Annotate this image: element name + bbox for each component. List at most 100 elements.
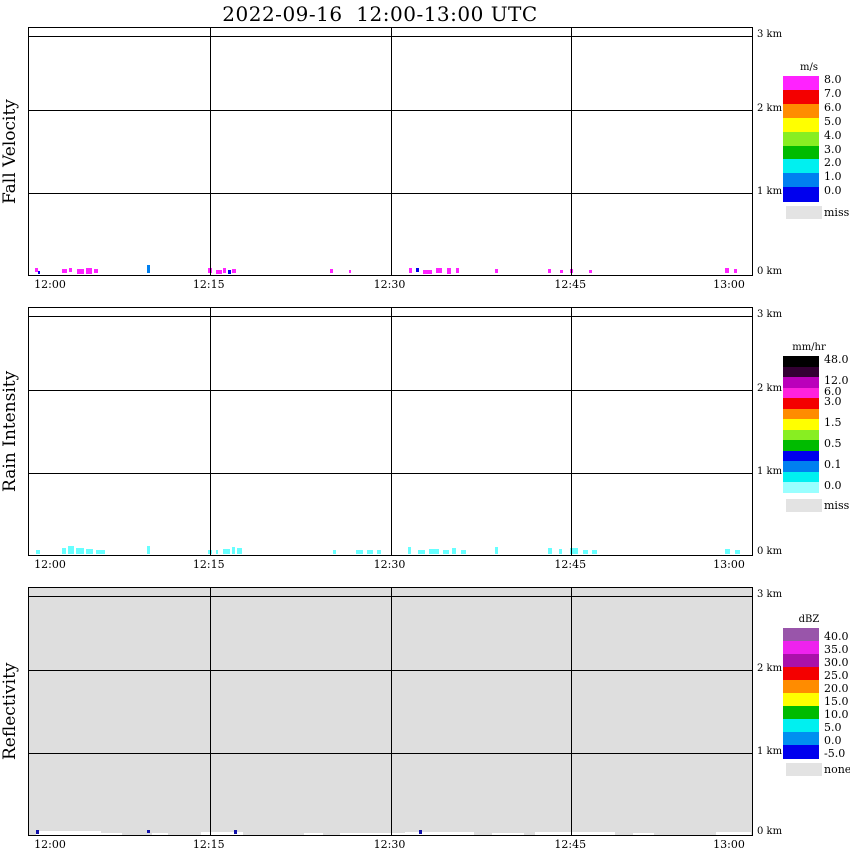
x-tick-fall-velocity-1215: 12:15 — [192, 278, 225, 291]
colorbar-band — [783, 482, 819, 494]
plot-area-rain-intensity[interactable] — [28, 307, 753, 556]
colorbar-missing-swatch-rain-intensity — [786, 498, 822, 512]
data-pixel — [423, 269, 432, 274]
data-pixel — [75, 548, 84, 554]
colorbar-tick-reflectivity-0: 40.0 — [824, 630, 849, 643]
gridline-vertical-12:45 — [571, 588, 573, 835]
panel-title-reflectivity: Reflectivity — [0, 662, 20, 761]
y-tick-fall-velocity-1km: 1 km — [757, 185, 783, 197]
data-pixel — [415, 268, 419, 273]
colorbar-band — [783, 693, 819, 707]
colorbar-band — [783, 89, 819, 105]
colorbar-tick-fall-velocity-0: 8.0 — [824, 73, 842, 86]
data-pixel — [417, 549, 426, 554]
colorbar-band — [783, 440, 819, 452]
data-pixel — [34, 268, 38, 273]
data-pixel — [558, 548, 562, 554]
colorbar-band — [783, 366, 819, 378]
x-tick-rain-intensity-1245: 12:45 — [554, 558, 587, 571]
gridline-vertical-12:30 — [390, 308, 392, 555]
colorbar-band — [783, 131, 819, 147]
colorbar-band — [783, 103, 819, 119]
x-tick-reflectivity-1200: 12:00 — [34, 838, 66, 851]
data-pixel — [491, 832, 525, 835]
x-tick-fall-velocity-1245: 12:45 — [554, 278, 587, 291]
data-pixel — [725, 268, 729, 274]
data-pixel — [223, 268, 227, 274]
plot-area-fall-velocity[interactable] — [28, 27, 753, 276]
data-pixel — [495, 547, 499, 554]
colorbar-tick-fall-velocity-1: 7.0 — [824, 86, 842, 100]
data-pixel — [582, 549, 588, 554]
data-pixel — [36, 829, 40, 835]
colorbar-missing-swatch-fall-velocity — [786, 206, 822, 220]
data-pixel — [232, 547, 236, 554]
data-pixel — [407, 547, 411, 554]
data-pixel — [451, 548, 457, 554]
y-tick-fall-velocity-2km: 2 km — [757, 103, 783, 115]
y-tick-reflectivity-0km: 0 km — [757, 826, 783, 837]
data-pixel — [446, 268, 452, 274]
x-tick-rain-intensity-1215: 12:15 — [192, 558, 225, 571]
colorbar-tick-reflectivity-9: -5.0 — [824, 747, 846, 760]
colorbar-tick-rain-intensity-2: 6.0 — [824, 384, 842, 398]
colorbar-tick-rain-intensity-6: 0.1 — [824, 458, 842, 471]
figure-title: 2022-09-16 12:00-13:00 UTC — [222, 2, 538, 26]
y-tick-fall-velocity-0km: 0 km — [757, 266, 783, 277]
colorbar-tick-rain-intensity-7: 0.0 — [824, 479, 842, 492]
data-pixel — [377, 550, 382, 554]
data-pixel — [734, 549, 741, 554]
gridline-vertical-12:15 — [209, 308, 211, 555]
data-pixel — [146, 265, 150, 273]
colorbar-tick-reflectivity-7: 5.0 — [824, 721, 842, 734]
colorbar-tick-reflectivity-4: 20.0 — [824, 682, 849, 695]
colorbar-band — [783, 471, 819, 483]
colorbar-tick-rain-intensity-5: 0.5 — [824, 437, 842, 450]
data-pixel — [367, 549, 374, 554]
colorbar-tick-reflectivity-1: 35.0 — [824, 643, 849, 656]
colorbar-band — [783, 667, 819, 681]
x-tick-rain-intensity-1300: 13:00 — [713, 558, 745, 571]
plot-panel-fall-velocity — [28, 27, 753, 276]
panel-title-fall-velocity: Fall Velocity — [0, 99, 20, 204]
colorbar-missing-label-reflectivity: none — [824, 763, 850, 776]
y-tick-rain-intensity-2km: 2 km — [757, 383, 783, 395]
plot-area-reflectivity[interactable] — [28, 587, 753, 836]
data-pixel — [632, 832, 655, 835]
data-pixel — [237, 548, 243, 554]
colorbar-tick-fall-velocity-2: 6.0 — [824, 100, 842, 114]
data-pixel — [151, 832, 168, 835]
data-pixel — [495, 268, 499, 273]
y-tick-rain-intensity-1km: 1 km — [757, 465, 783, 477]
data-pixel — [408, 268, 413, 274]
data-pixel — [548, 269, 551, 274]
data-pixel — [442, 549, 450, 554]
colorbar-band — [783, 429, 819, 441]
colorbar-tick-reflectivity-6: 10.0 — [824, 708, 849, 721]
x-tick-reflectivity-1230: 12:30 — [373, 838, 406, 851]
colorbar-tick-fall-velocity-8: 0.0 — [824, 184, 842, 198]
data-pixel — [332, 550, 336, 554]
data-pixel — [569, 548, 578, 554]
gridline-vertical-12:15 — [209, 28, 211, 275]
y-tick-rain-intensity-3km: 3 km — [757, 309, 783, 320]
colorbar-tick-rain-intensity-3: 3.0 — [824, 395, 842, 408]
data-pixel — [233, 829, 238, 835]
x-tick-fall-velocity-1200: 12:00 — [34, 278, 66, 291]
colorbar-tick-reflectivity-5: 15.0 — [824, 695, 849, 708]
data-pixel — [303, 832, 323, 835]
gridline-vertical-12:30 — [390, 588, 392, 835]
y-tick-reflectivity-3km: 3 km — [757, 589, 783, 600]
data-pixel — [404, 831, 474, 835]
data-pixel — [535, 832, 615, 835]
gridline-vertical-12:45 — [571, 308, 573, 555]
data-pixel — [349, 269, 352, 273]
colorbar-tick-fall-velocity-4: 4.0 — [824, 128, 842, 142]
data-pixel — [329, 269, 333, 274]
colorbar-band — [783, 732, 819, 746]
data-pixel — [201, 832, 243, 835]
data-pixel — [94, 269, 98, 274]
colorbar-band — [783, 187, 819, 202]
colorbar-band — [783, 706, 819, 720]
